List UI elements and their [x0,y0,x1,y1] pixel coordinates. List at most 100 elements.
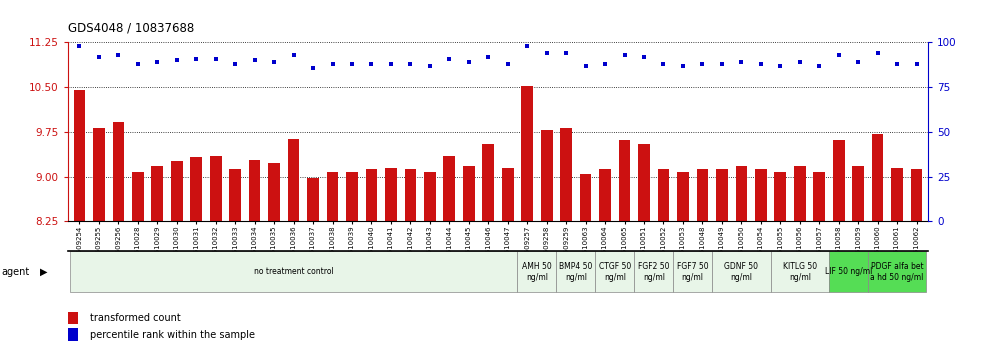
Text: no treatment control: no treatment control [254,267,334,276]
Bar [580,173,592,221]
Bar [557,251,596,292]
Bar [521,86,533,221]
Point [655,61,671,67]
Point [286,52,302,58]
Text: PDGF alfa bet
a hd 50 ng/ml: PDGF alfa bet a hd 50 ng/ml [871,262,924,282]
Bar [910,170,922,221]
Bar [229,170,241,221]
Bar [814,172,825,221]
Point [266,59,282,65]
Bar [872,134,883,221]
Bar [171,161,182,221]
Bar [268,164,280,221]
Point [422,63,438,69]
Point [831,52,847,58]
Bar [775,172,786,221]
Point [617,52,632,58]
Bar [541,130,553,221]
Bar [347,172,358,221]
Point [714,61,730,67]
Bar [424,172,435,221]
Text: KITLG 50
ng/ml: KITLG 50 ng/ml [783,262,817,282]
Bar [482,144,494,221]
Point [305,65,321,70]
Bar [113,122,124,221]
Point [129,61,145,67]
Point [694,61,710,67]
Bar [518,251,557,292]
Bar [385,168,396,221]
Point [578,63,594,69]
Bar [93,128,105,221]
Point [558,50,574,56]
Bar [404,170,416,221]
Bar [771,251,829,292]
Bar [132,172,143,221]
Point [480,54,496,59]
Bar [657,170,669,221]
Point [364,61,379,67]
Point [636,54,652,59]
Point [792,59,808,65]
Text: agent: agent [1,267,29,277]
Text: GDS4048 / 10837688: GDS4048 / 10837688 [68,21,194,34]
Bar [677,172,689,221]
Bar [151,166,163,221]
Point [908,61,924,67]
Point [188,56,204,61]
Bar [68,328,79,341]
Bar [443,156,455,221]
Bar [712,251,771,292]
Bar [634,251,673,292]
Point [441,56,457,61]
Bar [68,312,79,324]
Text: BMP4 50
ng/ml: BMP4 50 ng/ml [559,262,593,282]
Bar [868,251,926,292]
Point [753,61,769,67]
Bar [600,170,611,221]
Bar [74,90,86,221]
Bar [735,166,747,221]
Bar [190,158,202,221]
Text: FGF7 50
ng/ml: FGF7 50 ng/ml [677,262,708,282]
Point [208,56,224,61]
Point [168,58,184,63]
Point [382,61,398,67]
Text: ▶: ▶ [40,267,48,277]
Bar [327,172,339,221]
Bar [619,139,630,221]
Bar [366,170,377,221]
Point [889,61,905,67]
Bar [696,170,708,221]
Bar [249,160,261,221]
Point [325,61,341,67]
Bar [70,251,518,292]
Bar [288,139,300,221]
Point [149,59,165,65]
Point [461,59,477,65]
Bar [755,170,767,221]
Point [733,59,749,65]
Text: percentile rank within the sample: percentile rank within the sample [90,330,255,339]
Bar [307,178,319,221]
Bar [463,166,475,221]
Bar [561,128,572,221]
Point [111,52,126,58]
Point [247,58,263,63]
Point [675,63,691,69]
Text: GDNF 50
ng/ml: GDNF 50 ng/ml [724,262,758,282]
Bar [853,166,864,221]
Text: CTGF 50
ng/ml: CTGF 50 ng/ml [599,262,630,282]
Point [598,61,614,67]
Point [812,63,828,69]
Bar [673,251,712,292]
Bar [638,144,649,221]
Bar [716,170,728,221]
Point [772,63,788,69]
Text: LIF 50 ng/ml: LIF 50 ng/ml [825,267,872,276]
Point [519,43,535,49]
Point [870,50,885,56]
Bar [502,168,514,221]
Point [91,54,107,59]
Point [539,50,555,56]
